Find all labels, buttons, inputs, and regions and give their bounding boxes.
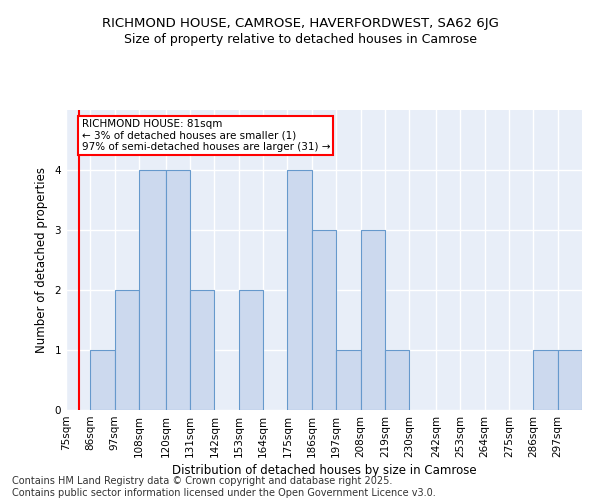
Bar xyxy=(239,290,263,410)
Text: Contains HM Land Registry data © Crown copyright and database right 2025.
Contai: Contains HM Land Registry data © Crown c… xyxy=(12,476,436,498)
Bar xyxy=(166,170,190,410)
Bar xyxy=(385,350,409,410)
Bar xyxy=(287,170,312,410)
Bar xyxy=(557,350,582,410)
Text: Size of property relative to detached houses in Camrose: Size of property relative to detached ho… xyxy=(124,32,476,46)
Bar xyxy=(91,350,115,410)
Bar xyxy=(336,350,361,410)
Text: RICHMOND HOUSE: 81sqm
← 3% of detached houses are smaller (1)
97% of semi-detach: RICHMOND HOUSE: 81sqm ← 3% of detached h… xyxy=(82,119,330,152)
Bar xyxy=(115,290,139,410)
Bar xyxy=(190,290,214,410)
Bar xyxy=(361,230,385,410)
Bar xyxy=(533,350,557,410)
Y-axis label: Number of detached properties: Number of detached properties xyxy=(35,167,47,353)
Text: RICHMOND HOUSE, CAMROSE, HAVERFORDWEST, SA62 6JG: RICHMOND HOUSE, CAMROSE, HAVERFORDWEST, … xyxy=(101,18,499,30)
X-axis label: Distribution of detached houses by size in Camrose: Distribution of detached houses by size … xyxy=(172,464,476,477)
Bar xyxy=(312,230,336,410)
Bar xyxy=(139,170,166,410)
